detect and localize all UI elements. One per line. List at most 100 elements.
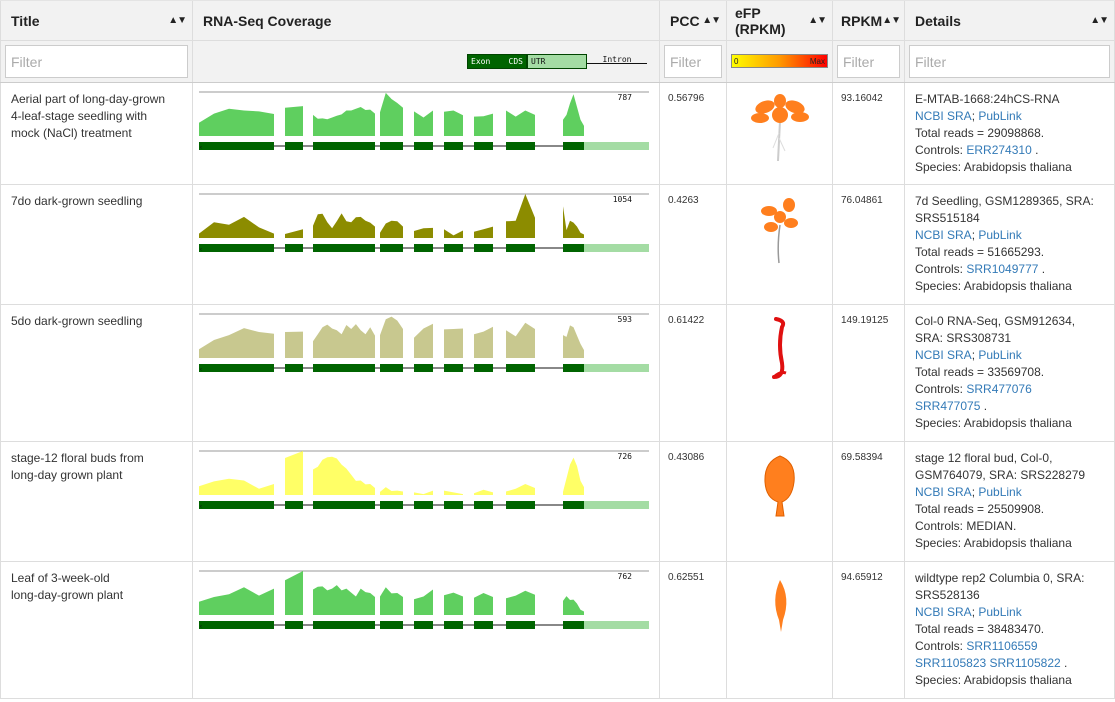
coverage-plot: 762 ‹ — [199, 570, 649, 630]
svg-text:‹: ‹ — [200, 145, 202, 151]
control-link[interactable]: SRR1105822 — [989, 656, 1061, 670]
ncbi-sra-link[interactable]: NCBI SRA — [915, 605, 972, 619]
row-pcc: 0.61422 — [660, 305, 727, 441]
floral-bud-icon — [763, 455, 795, 517]
sort-icon[interactable]: ▲▼ — [808, 15, 827, 26]
utr-block — [584, 142, 649, 150]
row-coverage[interactable]: 762 ‹ — [193, 562, 660, 698]
coverage-max-label: 726 — [618, 452, 633, 461]
coverage-max-label: 1054 — [613, 195, 632, 204]
header-pcc[interactable]: PCC ▲▼ — [660, 1, 727, 40]
sort-icon[interactable]: ▲▼ — [702, 15, 721, 26]
row-details: stage 12 floral bud, Col-0, GSM764079, SR… — [905, 442, 1115, 561]
row-details: E-MTAB-1668:24hCS-RNA NCBI SRA; PubLink To… — [905, 83, 1115, 184]
row-title: stage-12 floral buds from long-day grown … — [0, 442, 193, 561]
publink-link[interactable]: PubLink — [978, 485, 1022, 499]
row-title: Leaf of 3-week-old long-day-grown plant — [0, 562, 193, 698]
header-details[interactable]: Details ▲▼ — [905, 1, 1115, 40]
exon-blocks — [199, 142, 584, 150]
ncbi-sra-link[interactable]: NCBI SRA — [915, 109, 972, 123]
coverage-plot: 1054 ‹ — [199, 193, 649, 253]
details-filter-input[interactable] — [909, 45, 1110, 78]
utr-block — [584, 244, 649, 252]
row-efp[interactable] — [727, 185, 833, 304]
pcc-filter-input[interactable] — [664, 45, 722, 78]
coverage-max-label: 762 — [618, 572, 633, 581]
control-link[interactable]: ERR274310 — [966, 143, 1032, 157]
svg-text:‹: ‹ — [200, 624, 202, 630]
row-details: wildtype rep2 Columbia 0, SRA: SRS528136 N… — [905, 562, 1115, 698]
row-coverage[interactable]: 787 ‹ — [193, 83, 660, 184]
leaf-icon — [774, 580, 786, 632]
table-body: Aerial part of long-day-grown 4-leaf-stag… — [0, 83, 1115, 699]
row-details: 7d Seedling, GSM1289365, SRA: SRS515184 NC… — [905, 185, 1115, 304]
gene-structure-legend: Exon CDS UTR Intron — [467, 54, 647, 69]
coverage-legend-cell: Exon CDS UTR Intron — [193, 41, 660, 82]
control-link[interactable]: SRR1106559 — [966, 639, 1038, 653]
publink-link[interactable]: PubLink — [978, 605, 1022, 619]
etiolated-seedling-icon — [771, 317, 786, 379]
svg-text:‹: ‹ — [200, 504, 202, 510]
sort-icon[interactable]: ▲▼ — [168, 15, 187, 26]
row-efp[interactable] — [727, 562, 833, 698]
row-pcc: 0.56796 — [660, 83, 727, 184]
exon-blocks — [199, 621, 584, 629]
row-title: Aerial part of long-day-grown 4-leaf-stag… — [0, 83, 193, 184]
coverage-plot: 593 ‹ — [199, 313, 649, 373]
table-row[interactable]: Leaf of 3-week-old long-day-grown plant 7… — [0, 562, 1115, 699]
table-row[interactable]: 5do dark-grown seedling 593 ‹ 0.61422 14… — [0, 305, 1115, 442]
header-rpkm[interactable]: RPKM ▲▼ — [833, 1, 905, 40]
ncbi-sra-link[interactable]: NCBI SRA — [915, 348, 972, 362]
ncbi-sra-link[interactable]: NCBI SRA — [915, 485, 972, 499]
coverage-max-label: 787 — [618, 93, 633, 102]
coverage-plot: 726 ‹ — [199, 450, 649, 510]
row-rpkm: 93.16042 — [833, 83, 905, 184]
control-link[interactable]: SRR1049777 — [966, 262, 1039, 276]
row-efp[interactable] — [727, 83, 833, 184]
row-efp[interactable] — [727, 305, 833, 441]
utr-block — [584, 364, 649, 372]
row-coverage[interactable]: 1054 ‹ — [193, 185, 660, 304]
coverage-area — [199, 451, 584, 495]
seedling-icon — [750, 94, 809, 162]
coverage-area — [199, 194, 584, 238]
table-row[interactable]: Aerial part of long-day-grown 4-leaf-stag… — [0, 83, 1115, 185]
coverage-max-label: 593 — [618, 315, 633, 324]
coverage-area — [199, 92, 584, 136]
seedling-small-icon — [760, 198, 798, 264]
header-coverage: RNA-Seq Coverage — [193, 1, 660, 40]
row-rpkm: 76.04861 — [833, 185, 905, 304]
control-link[interactable]: SRR477075 — [915, 399, 981, 413]
header-title[interactable]: Title ▲▼ — [0, 1, 193, 40]
sort-icon[interactable]: ▲▼ — [1090, 15, 1109, 26]
row-pcc: 0.43086 — [660, 442, 727, 561]
efp-color-scale: 0 Max — [731, 54, 828, 68]
header-efp[interactable]: eFP (RPKM) ▲▼ — [727, 1, 833, 40]
publink-link[interactable]: PubLink — [978, 109, 1022, 123]
row-coverage[interactable]: 593 ‹ — [193, 305, 660, 441]
title-filter-input[interactable] — [5, 45, 188, 78]
sort-icon[interactable]: ▲▼ — [882, 15, 901, 26]
row-rpkm: 149.19125 — [833, 305, 905, 441]
publink-link[interactable]: PubLink — [978, 348, 1022, 362]
svg-text:‹: ‹ — [200, 247, 202, 253]
svg-text:‹: ‹ — [200, 367, 202, 373]
coverage-plot: 787 ‹ — [199, 91, 649, 151]
row-details: Col-0 RNA-Seq, GSM912634, SRA: SRS308731 N… — [905, 305, 1115, 441]
row-pcc: 0.4263 — [660, 185, 727, 304]
rpkm-filter-input[interactable] — [837, 45, 900, 78]
row-title: 5do dark-grown seedling — [0, 305, 193, 441]
publink-link[interactable]: PubLink — [978, 228, 1022, 242]
table-row[interactable]: stage-12 floral buds from long-day grown … — [0, 442, 1115, 562]
utr-block — [584, 501, 649, 509]
row-efp[interactable] — [727, 442, 833, 561]
exon-blocks — [199, 244, 584, 252]
control-link[interactable]: SRR477076 — [966, 382, 1032, 396]
control-link[interactable]: SRR1105823 — [915, 656, 987, 670]
coverage-area — [199, 571, 584, 615]
table-row[interactable]: 7do dark-grown seedling 1054 ‹ 0.4263 76… — [0, 185, 1115, 305]
row-coverage[interactable]: 726 ‹ — [193, 442, 660, 561]
ncbi-sra-link[interactable]: NCBI SRA — [915, 228, 972, 242]
